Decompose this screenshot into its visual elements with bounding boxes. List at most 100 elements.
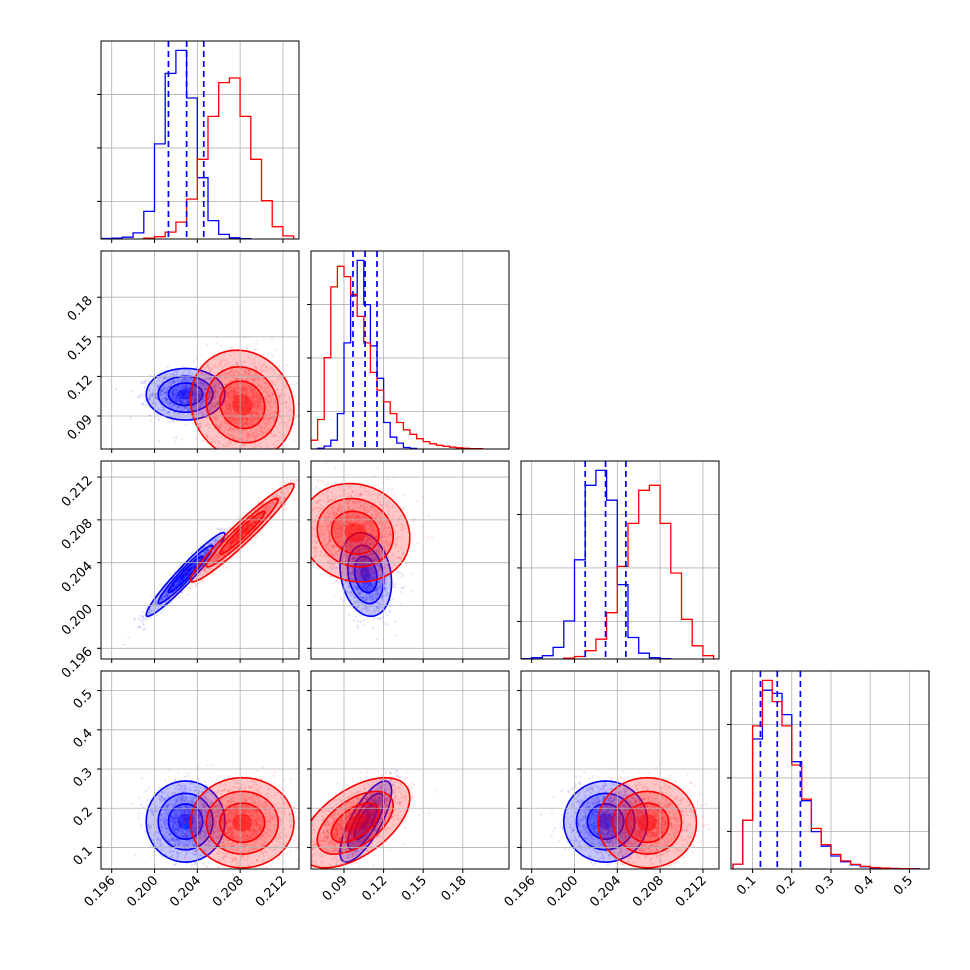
blue-sample-point [176,395,179,398]
red-sample-point [270,452,272,454]
red-sample-point [227,393,231,396]
blue-sample-point [167,411,171,414]
blue-sample-point [198,394,201,397]
blue-sample-point [162,609,165,612]
blue-sample-point [159,394,162,397]
blue-sample-point [215,379,218,383]
red-sample-point [277,516,280,519]
red-sample-point [228,527,231,530]
blue-sample-point [177,406,180,409]
blue-sample-point [184,391,187,395]
blue-sample-point [197,394,200,398]
blue-sample-point [147,397,150,401]
blue-sample-point [160,387,163,390]
red-sample-point [254,442,257,445]
red-sample-point [224,400,227,403]
blue-sample-point [178,397,181,400]
blue-sample-point [182,378,185,382]
histogram-panel-3 [727,670,930,870]
blue-sample-point [177,380,180,383]
blue-sample-point [173,389,176,392]
red-sample-point [258,398,261,402]
red-sample-point [209,402,212,405]
blue-sample-point [152,401,155,404]
red-sample-point [192,360,195,364]
red-sample-point [290,479,293,482]
blue-sample-point [180,399,183,402]
red-sample-point [270,337,274,341]
red-sample-point [227,413,231,416]
blue-sample-point [199,405,202,408]
blue-sample-point [182,370,186,374]
red-sample-point [208,367,211,370]
blue-sample-point [193,392,196,395]
blue-sample-point [198,395,202,398]
red-sample-point [211,398,214,402]
red-sample-point [235,450,237,452]
blue-sample-point [183,388,186,392]
red-sample-point [252,398,255,402]
blue-sample-point [192,391,195,394]
blue-sample-point [170,391,174,394]
red-sample-point [255,395,258,398]
blue-sample-point [130,390,134,393]
red-sample-point [186,395,189,398]
red-sample-point [217,387,221,390]
blue-sample-point [148,395,152,398]
blue-sample-point [180,408,183,412]
blue-sample-point [185,406,188,409]
blue-sample-point [184,386,188,390]
red-sample-point [213,357,216,360]
blue-sample-point [183,390,187,393]
blue-sample-point [182,389,186,392]
blue-sample-point [166,385,170,388]
red-sample-point [249,419,253,422]
red-sample-point [260,400,263,404]
red-sample-point [209,396,212,399]
red-sample-point [253,400,257,403]
red-sample-point [224,383,227,386]
blue-sample-point [174,399,177,402]
blue-sample-point [165,400,169,404]
red-sample-point [245,397,248,400]
blue-sample-point [186,387,190,390]
blue-sample-point [186,408,189,411]
blue-sample-point [150,617,153,620]
blue-sample-point [159,389,163,392]
blue-sample-point [203,397,206,401]
blue-sample-point [179,398,182,401]
blue-sample-point [186,397,189,400]
blue-sample-point [172,391,175,394]
blue-sample-point [156,373,159,376]
blue-sample-point [163,391,166,395]
red-sample-point [225,405,228,408]
blue-sample-point [187,387,190,391]
blue-sample-point [214,401,217,404]
blue-sample-point [213,405,216,408]
axes-frame [310,250,510,450]
blue-sample-point [202,383,206,386]
blue-sample-point [143,627,146,630]
blue-sample-point [166,388,169,391]
blue-sample-point [162,386,165,390]
blue-sample-point [185,387,188,390]
red-sample-point [257,405,260,409]
blue-sample-point [144,616,147,619]
red-sample-point [206,421,209,424]
red-sample-point [250,411,253,414]
blue-sample-point [182,402,186,405]
blue-sample-point [171,393,174,397]
red-sample-point [218,427,221,430]
red-sample-point [225,411,228,415]
red-sample-point [265,399,268,402]
red-sample-point [294,395,297,398]
red-sample-point [214,386,217,390]
blue-sample-point [165,394,168,397]
red-sample-point [253,365,256,369]
blue-sample-point [184,423,187,427]
blue-sample-point [180,392,183,395]
red-sample-point [268,421,271,424]
blue-sample-point [197,412,200,415]
red-sample-point [233,413,236,416]
red-sample-point [241,423,245,427]
